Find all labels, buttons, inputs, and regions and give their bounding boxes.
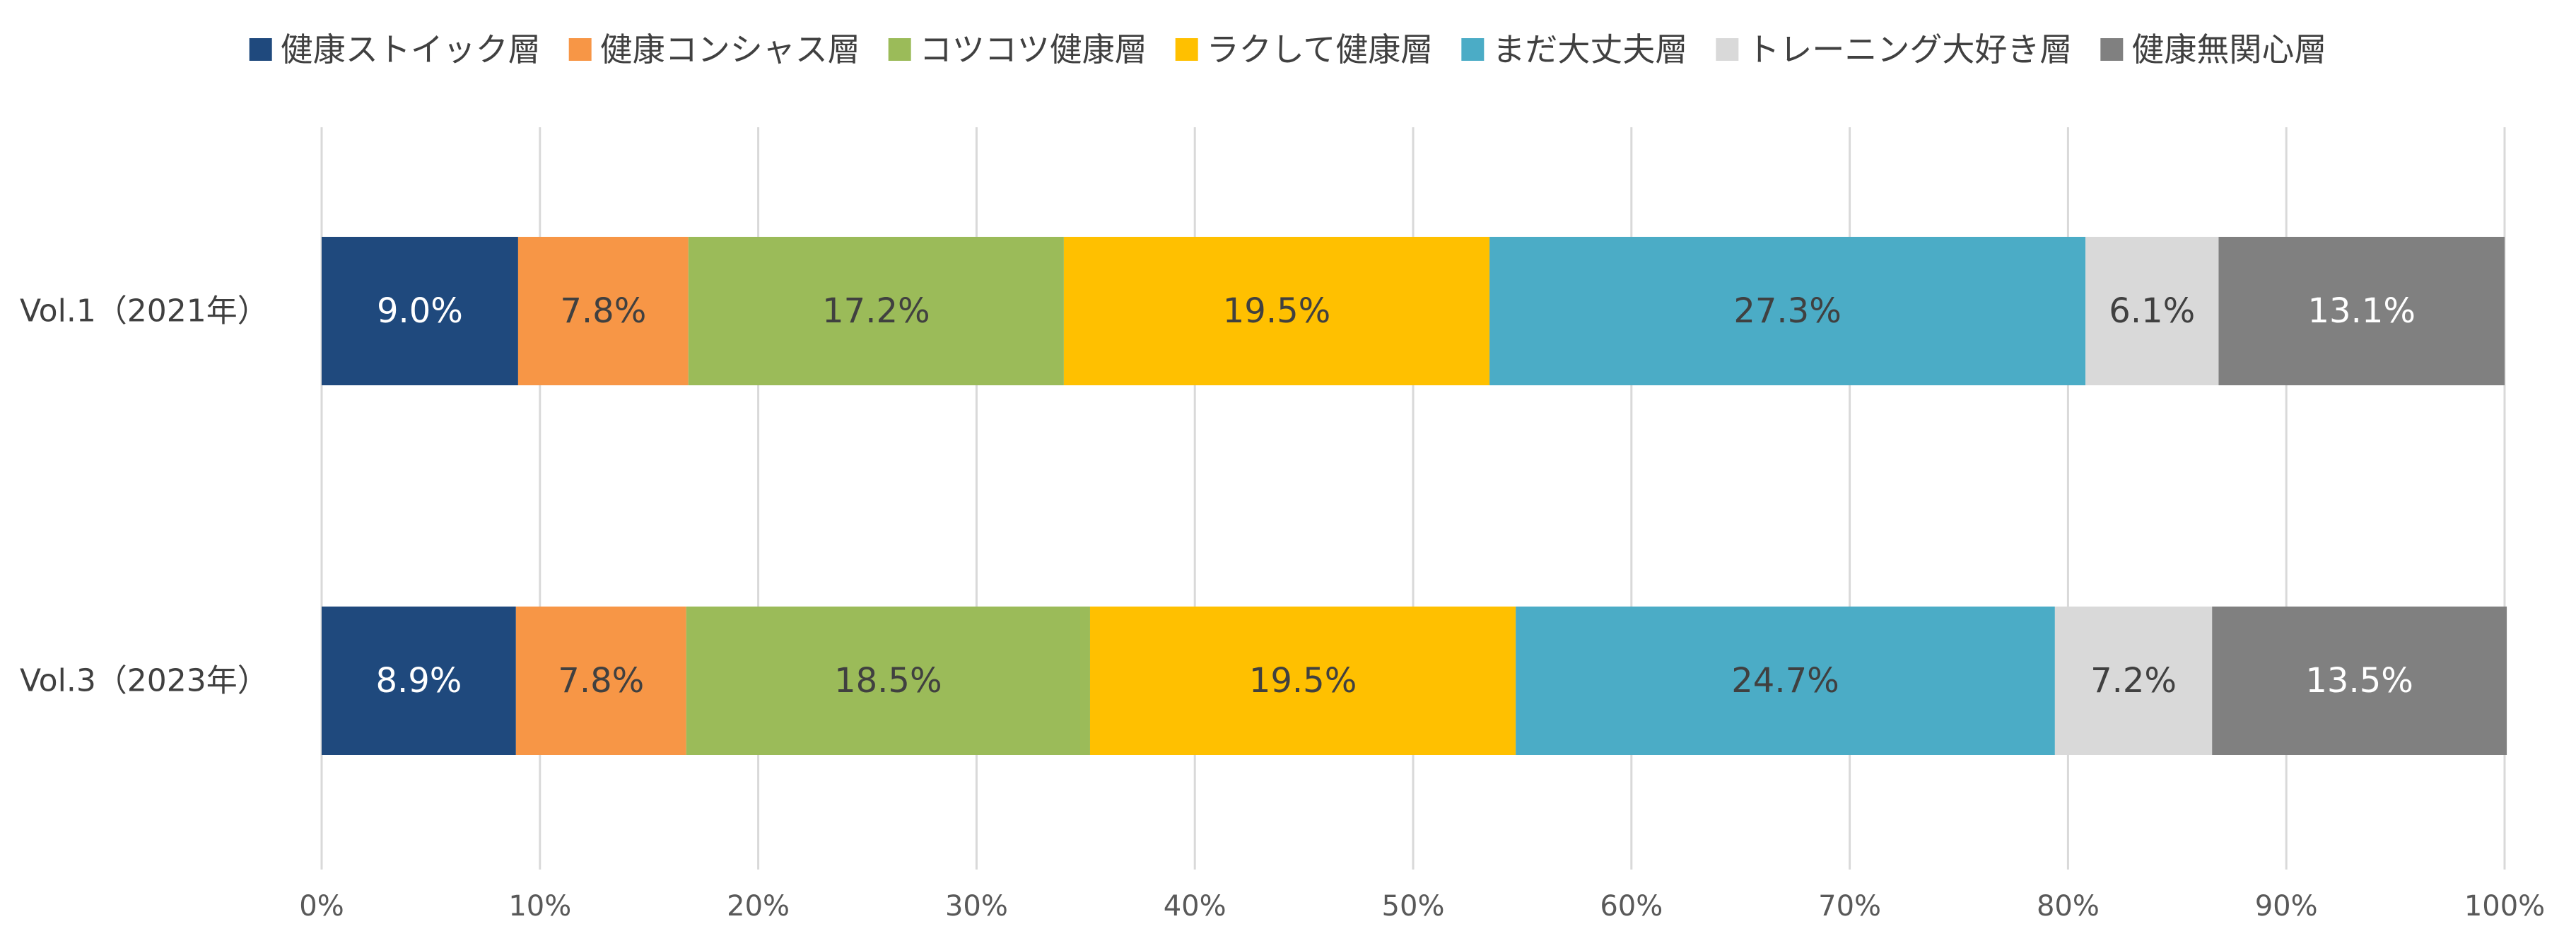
data-label-1-1: 7.8% bbox=[558, 661, 644, 701]
x-tick-label-0: 0% bbox=[299, 890, 344, 923]
legend-label-3: ラクして健康層 bbox=[1207, 30, 1434, 69]
category-labels: Vol.1（2021年） Vol.3（2023年） bbox=[20, 293, 269, 699]
legend-item-6: 健康無関心層 bbox=[2100, 30, 2326, 69]
x-tick-label-10: 100% bbox=[2464, 890, 2545, 923]
bar-segment-1-1 bbox=[515, 607, 686, 755]
legend-swatch-5 bbox=[1716, 38, 1739, 61]
legend-swatch-2 bbox=[888, 38, 911, 61]
data-label-0-1: 7.8% bbox=[560, 291, 646, 331]
legend-item-5: トレーニング大好き層 bbox=[1716, 30, 2072, 69]
bar-segment-0-2 bbox=[688, 237, 1064, 385]
legend: 健康ストイック層 健康コンシャス層 コツコツ健康層 ラクして健康層 まだ大丈夫層 トレーニ… bbox=[249, 30, 2326, 69]
bar-segment-0-0 bbox=[322, 237, 518, 385]
legend-label-0: 健康ストイック層 bbox=[281, 30, 541, 69]
x-tick-label-4: 40% bbox=[1164, 890, 1226, 923]
bar-segment-1-0 bbox=[322, 607, 516, 755]
category-label-0: Vol.1（2021年） bbox=[20, 293, 269, 329]
legend-swatch-0 bbox=[249, 38, 272, 61]
bars bbox=[322, 237, 2507, 755]
legend-swatch-1 bbox=[568, 38, 592, 61]
bar-segment-1-4 bbox=[1516, 607, 2055, 755]
x-tick-label-8: 80% bbox=[2037, 890, 2100, 923]
data-labels: 9.0% 7.8% 17.2% 19.5% 27.3% 6.1% 13.1% 8.9% 7.8%… bbox=[375, 291, 2416, 701]
bar-segment-0-5 bbox=[2085, 237, 2219, 385]
data-label-0-4: 27.3% bbox=[1733, 291, 1841, 331]
data-label-0-2: 17.2% bbox=[822, 291, 930, 331]
x-tick-label-5: 50% bbox=[1382, 890, 1445, 923]
bar-segment-1-5 bbox=[2054, 607, 2213, 755]
legend-label-4: まだ大丈夫層 bbox=[1492, 30, 1687, 69]
data-label-0-5: 6.1% bbox=[2109, 291, 2195, 331]
legend-label-5: トレーニング大好き層 bbox=[1747, 30, 2072, 69]
x-tick-label-6: 60% bbox=[1600, 890, 1663, 923]
bar-segment-1-2 bbox=[686, 607, 1090, 755]
x-tick-label-7: 70% bbox=[1818, 890, 1881, 923]
data-label-1-4: 24.7% bbox=[1731, 661, 1839, 701]
bar-segment-1-3 bbox=[1089, 607, 1516, 755]
x-axis-tick-labels: 0% 10% 20% 30% 40% 50% 60% 70% 80% 90% 100% bbox=[299, 890, 2545, 923]
x-tick-label-1: 10% bbox=[508, 890, 571, 923]
legend-swatch-4 bbox=[1461, 38, 1485, 61]
legend-swatch-3 bbox=[1175, 38, 1198, 61]
data-label-0-3: 19.5% bbox=[1223, 291, 1330, 331]
legend-item-3: ラクして健康層 bbox=[1175, 30, 1434, 69]
data-label-1-0: 8.9% bbox=[375, 661, 462, 701]
legend-item-1: 健康コンシャス層 bbox=[568, 30, 860, 69]
data-label-0-0: 9.0% bbox=[377, 291, 463, 331]
x-tick-label-9: 90% bbox=[2255, 890, 2318, 923]
x-tick-label-3: 30% bbox=[945, 890, 1008, 923]
data-label-1-5: 7.2% bbox=[2090, 661, 2177, 701]
data-label-1-2: 18.5% bbox=[834, 661, 942, 701]
data-label-0-6: 13.1% bbox=[2307, 291, 2415, 331]
bar-segment-0-4 bbox=[1489, 237, 2086, 385]
data-label-1-3: 19.5% bbox=[1249, 661, 1357, 701]
legend-label-6: 健康無関心層 bbox=[2131, 30, 2326, 69]
legend-item-0: 健康ストイック層 bbox=[249, 30, 541, 69]
x-tick-label-2: 20% bbox=[727, 890, 790, 923]
bar-segment-0-6 bbox=[2218, 237, 2505, 385]
data-label-1-6: 13.5% bbox=[2305, 661, 2413, 701]
bar-segment-1-6 bbox=[2212, 607, 2507, 755]
category-label-1: Vol.3（2023年） bbox=[20, 663, 269, 699]
legend-item-2: コツコツ健康層 bbox=[888, 30, 1147, 69]
legend-label-2: コツコツ健康層 bbox=[920, 30, 1147, 69]
legend-item-4: まだ大丈夫層 bbox=[1461, 30, 1687, 69]
legend-swatch-6 bbox=[2100, 38, 2124, 61]
bar-segment-0-3 bbox=[1063, 237, 1490, 385]
bar-segment-0-1 bbox=[517, 237, 689, 385]
legend-label-1: 健康コンシャス層 bbox=[600, 30, 860, 69]
